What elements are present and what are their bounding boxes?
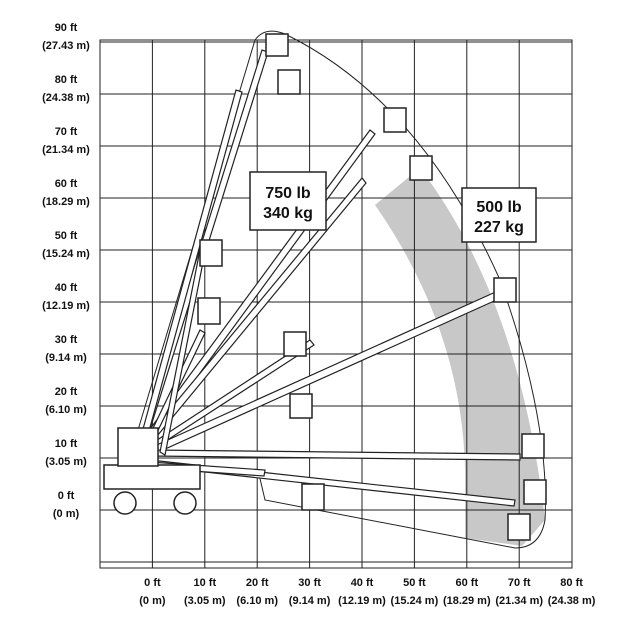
capacity-box: [249, 171, 327, 231]
y-tick-label: 10 ft: [55, 438, 78, 450]
grid-frame: [99, 39, 573, 569]
y-tick-label: 40 ft: [55, 282, 78, 294]
x-tick-label: (6.10 m): [236, 595, 278, 607]
x-tick-label: 30 ft: [298, 577, 321, 589]
x-tick-label: (9.14 m): [289, 595, 331, 607]
y-tick-label: 30 ft: [55, 334, 78, 346]
machine: [103, 427, 201, 515]
capacity-weight: 500 lb: [476, 199, 522, 216]
y-tick-label: 90 ft: [55, 22, 78, 34]
capacity-metric: 340 kg: [263, 205, 313, 222]
axis-labels: 90 ft (27.43 m) 80 ft (24.38 m) 70 ft (21.34 …: [42, 22, 596, 607]
y-tick-label: (12.19 m): [42, 300, 90, 312]
capacity-weight: 750 lb: [265, 185, 311, 202]
x-tick-label: 10 ft: [193, 577, 216, 589]
y-tick-label: (27.43 m): [42, 40, 90, 52]
y-tick-label: 70 ft: [55, 126, 78, 138]
x-tick-label: 50 ft: [403, 577, 426, 589]
x-tick-label: 80 ft: [560, 577, 583, 589]
y-tick-label: 50 ft: [55, 230, 78, 242]
y-tick-label: (15.24 m): [42, 248, 90, 260]
x-tick-label: (15.24 m): [391, 595, 439, 607]
x-tick-label: 0 ft: [144, 577, 161, 589]
y-tick-label: (9.14 m): [45, 352, 87, 364]
y-tick-label: (24.38 m): [42, 92, 90, 104]
x-tick-label: 60 ft: [455, 577, 478, 589]
x-tick-label: 40 ft: [351, 577, 374, 589]
y-tick-label: (21.34 m): [42, 144, 90, 156]
y-tick-label: (0 m): [53, 508, 80, 520]
hazard-zone: [375, 168, 545, 546]
x-tick-label: (18.29 m): [443, 595, 491, 607]
x-tick-label: 70 ft: [508, 577, 531, 589]
x-tick-label: (3.05 m): [184, 595, 226, 607]
capacity-metric: 227 kg: [474, 219, 524, 236]
y-tick-label: 80 ft: [55, 74, 78, 86]
y-tick-label: (6.10 m): [45, 404, 87, 416]
x-tick-label: (12.19 m): [338, 595, 386, 607]
capacity-box: [461, 187, 537, 243]
y-tick-label: 60 ft: [55, 178, 78, 190]
y-tick-label: 0 ft: [58, 490, 75, 502]
x-tick-label: (24.38 m): [548, 595, 596, 607]
y-tick-label: (18.29 m): [42, 196, 90, 208]
platforms: [197, 33, 547, 541]
x-tick-label: (0 m): [139, 595, 166, 607]
y-tick-label: 20 ft: [55, 386, 78, 398]
x-tick-label: (21.34 m): [495, 595, 543, 607]
x-tick-label: 20 ft: [246, 577, 269, 589]
y-tick-label: (3.05 m): [45, 456, 87, 468]
